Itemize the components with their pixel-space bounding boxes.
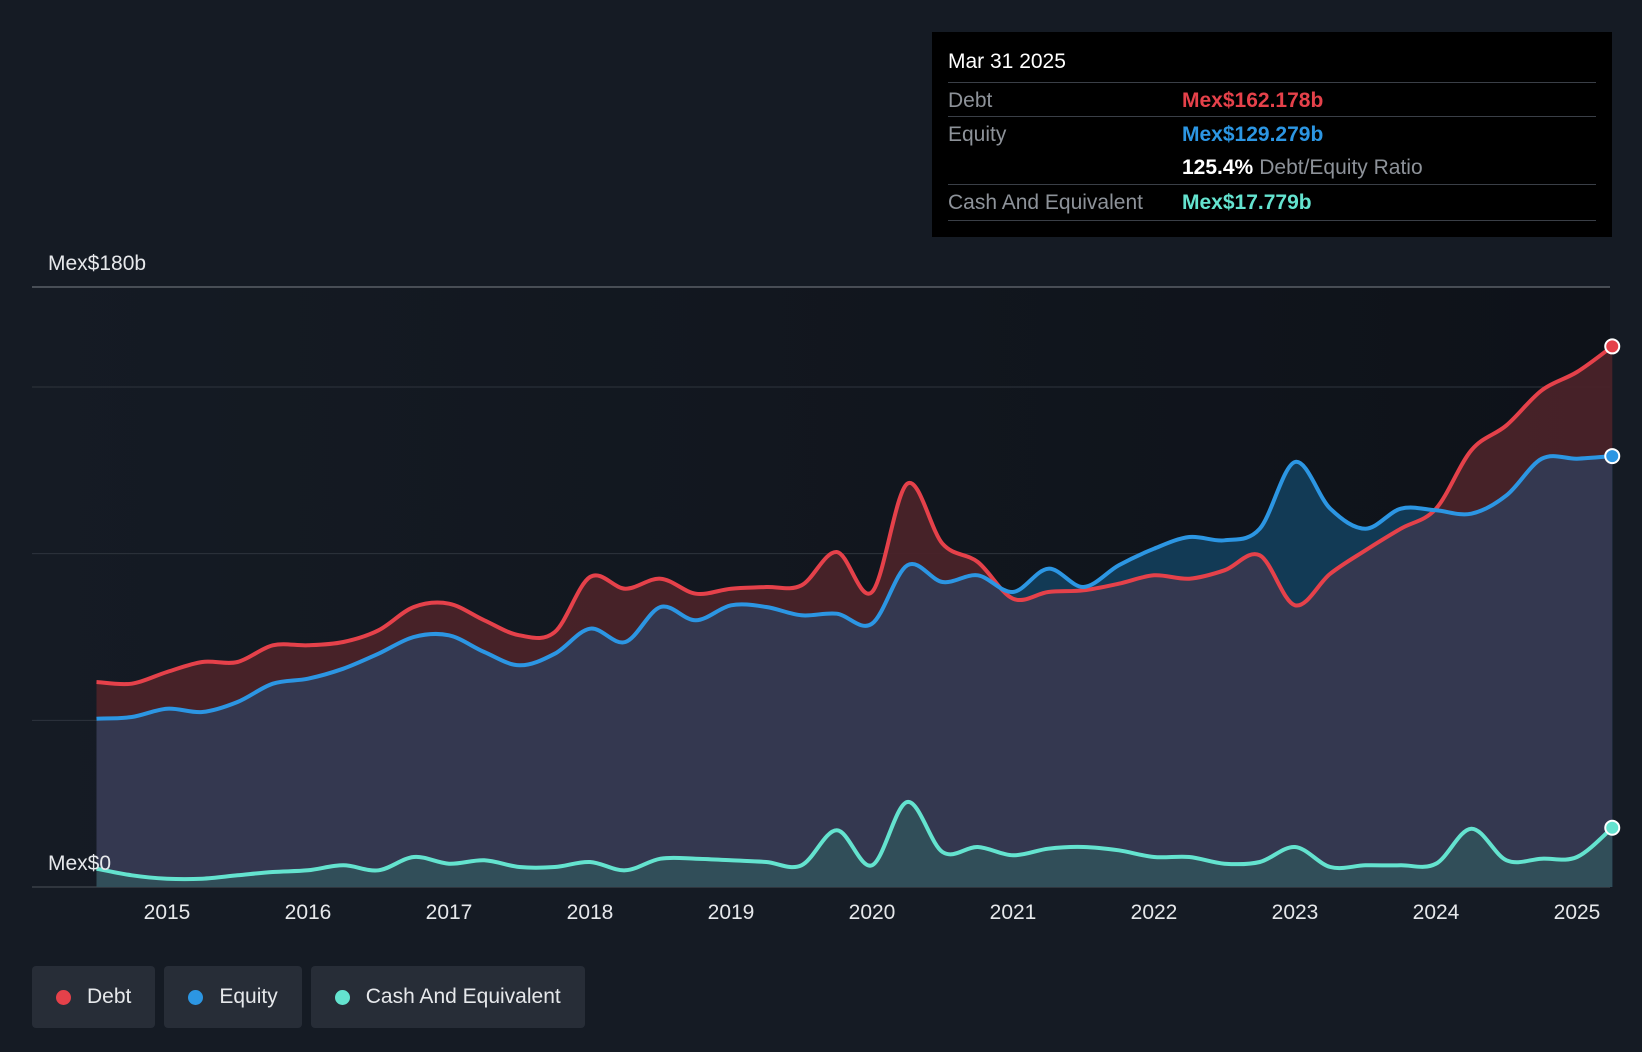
tooltip-cash-label: Cash And Equivalent [948,191,1143,214]
legend-equity-label: Equity [219,985,278,1008]
equity-end-marker [1604,448,1621,465]
tooltip-cash-value: Mex$17.779b [1182,191,1312,214]
equity-dot-icon [188,989,204,1005]
x-tick-label: 2022 [1131,901,1178,924]
x-tick-label: 2016 [285,901,332,924]
tooltip-equity-label: Equity [948,123,1007,146]
y-axis-bottom-label: Mex$0 [48,852,111,875]
tooltip-row-cash: Cash And Equivalent Mex$17.779b [948,184,1596,219]
tooltip-debt-label: Debt [948,89,993,112]
x-tick-label: 2018 [567,901,614,924]
legend: Debt Equity Cash And Equivalent [32,966,585,1028]
legend-debt-label: Debt [87,985,132,1008]
tooltip-date: Mar 31 2025 [948,50,1066,73]
legend-item-cash[interactable]: Cash And Equivalent [310,966,585,1028]
y-axis-top-label: Mex$180b [48,252,146,275]
legend-item-equity[interactable]: Equity [164,966,302,1028]
tooltip-panel: Mar 31 2025 Debt Mex$162.178b Equity Mex… [932,32,1612,237]
tooltip-row-ratio: 125.4% Debt/Equity Ratio [948,150,1596,184]
equity-line [96,454,1613,721]
x-tick-label: 2024 [1413,901,1460,924]
x-tick-label: 2025 [1554,901,1601,924]
debt-line [96,344,1614,687]
x-tick-label: 2019 [708,901,755,924]
tooltip-divider [948,220,1596,221]
tooltip-debt-value: Mex$162.178b [1182,89,1324,112]
tooltip-row-debt: Debt Mex$162.178b [948,82,1596,117]
x-tick-label: 2017 [426,901,473,924]
debt-dot-icon [56,989,71,1005]
x-tick-label: 2015 [144,901,191,924]
cash-line [96,800,1614,882]
tooltip-row-equity: Equity Mex$129.279b [948,116,1596,151]
tooltip-ratio-value: 125.4% [1182,156,1254,179]
x-tick-label: 2021 [990,901,1037,924]
tooltip-ratio: 125.4% Debt/Equity Ratio [1182,156,1423,180]
tooltip-ratio-label: Debt/Equity Ratio [1259,156,1423,179]
legend-item-debt[interactable]: Debt [32,966,156,1028]
x-tick-label: 2020 [849,901,896,924]
cash-dot-icon [334,989,350,1005]
tooltip-equity-value: Mex$129.279b [1182,123,1324,146]
debt-end-marker [1604,338,1621,355]
x-tick-label: 2023 [1272,901,1319,924]
cash-end-marker [1604,819,1621,836]
legend-cash-label: Cash And Equivalent [365,985,561,1008]
